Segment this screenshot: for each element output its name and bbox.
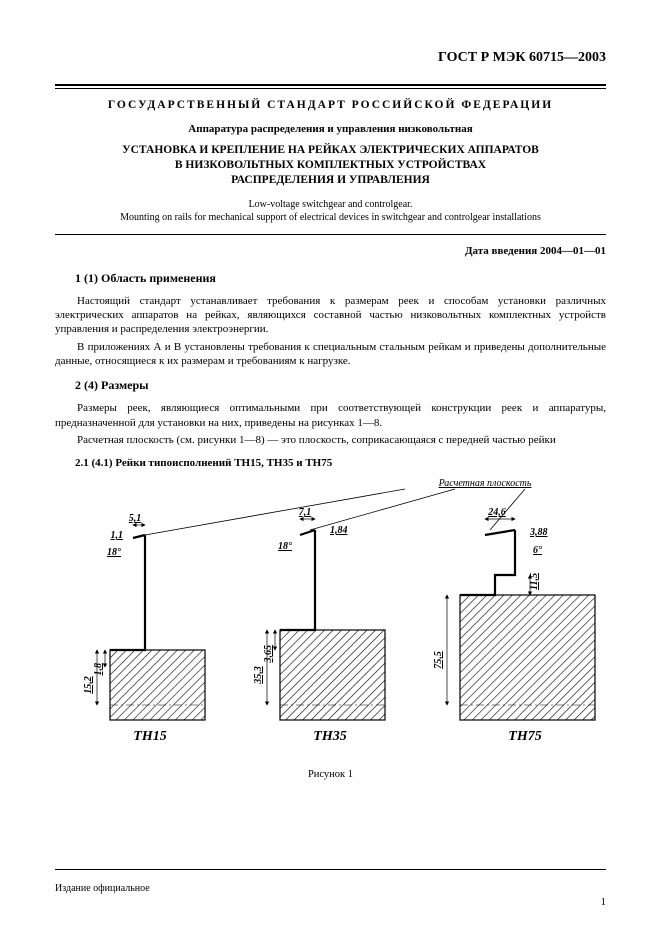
dim-th15-height: 15,2 <box>83 676 94 694</box>
dim-th75-lip: 3,88 <box>529 527 548 538</box>
rule-top-thick <box>55 84 606 86</box>
page-number: 1 <box>601 896 607 908</box>
section-2-heading: 2 (4) Размеры <box>75 378 606 393</box>
dim-th15-angle: 18° <box>107 547 121 558</box>
section-1-p1: Настоящий стандарт устанавливает требова… <box>55 294 606 337</box>
rail-th15: 5,1 1,1 18° 15,2 1,8 ТН15 <box>83 513 205 744</box>
en-title-line: Low-voltage switchgear and controlgear. <box>249 199 413 210</box>
dim-th35-lip: 1,84 <box>330 525 348 536</box>
standard-header: ГОСУДАРСТВЕННЫЙ СТАНДАРТ РОССИЙСКОЙ ФЕДЕ… <box>55 99 606 111</box>
figure-1-caption: Рисунок 1 <box>55 769 606 780</box>
section-1-p2: В приложениях А и В установлены требован… <box>55 340 606 369</box>
main-title-line: РАСПРЕДЕЛЕНИЯ И УПРАВЛЕНИЯ <box>231 174 430 186</box>
dim-th15-top: 5,1 <box>129 513 142 524</box>
dim-th75-angle: 6° <box>533 545 542 556</box>
dim-th15-flange: 1,8 <box>93 663 104 676</box>
subheader: Аппаратура распределения и управления ни… <box>55 123 606 135</box>
document-id: ГОСТ Р МЭК 60715—2003 <box>55 50 606 66</box>
footer-edition: Издание официальное <box>55 883 150 894</box>
rule-top-thin <box>55 88 606 89</box>
main-title-line: УСТАНОВКА И КРЕПЛЕНИЕ НА РЕЙКАХ ЭЛЕКТРИЧ… <box>122 144 539 156</box>
en-title-line: Mounting on rails for mechanical support… <box>120 212 541 223</box>
rail-th75: 24,6 3,88 6° 75,5 11,5 ТН75 <box>433 507 595 744</box>
dim-th15-lip: 1,1 <box>111 530 124 541</box>
dim-th75-flange: 11,5 <box>529 573 540 590</box>
rule-footer <box>55 869 606 870</box>
rail-label-th15: ТН15 <box>133 729 166 744</box>
section-1-heading: 1 (1) Область применения <box>75 271 606 286</box>
rail-label-th75: ТН75 <box>508 729 541 744</box>
section-2-1-heading: 2.1 (4.1) Рейки типоисполнений ТН15, ТН3… <box>75 457 606 469</box>
dim-th35-height: 35,3 <box>253 666 264 685</box>
rail-th35: 7,1 1,84 18° 35,3 3,65 ТН35 <box>253 507 385 744</box>
main-title: УСТАНОВКА И КРЕПЛЕНИЕ НА РЕЙКАХ ЭЛЕКТРИЧ… <box>55 143 606 188</box>
effective-date: Дата введения 2004—01—01 <box>55 245 606 257</box>
rail-label-th35: ТН35 <box>313 729 346 744</box>
rule-mid <box>55 234 606 235</box>
main-title-line: В НИЗКОВОЛЬТНЫХ КОМПЛЕКТНЫХ УСТРОЙСТВАХ <box>175 159 486 171</box>
dim-th75-height: 75,5 <box>433 651 444 669</box>
dim-th35-top: 7,1 <box>299 507 312 518</box>
dim-th35-flange: 3,65 <box>263 645 274 664</box>
section-2-p2: Расчетная плоскость (см. рисунки 1—8) — … <box>55 433 606 447</box>
dim-th75-top: 24,6 <box>487 507 506 518</box>
plane-label: Расчетная плоскость <box>438 478 532 489</box>
figure-1: Расчетная плоскость 5,1 1,1 18° <box>55 475 606 765</box>
section-2-p1: Размеры реек, являющиеся оптимальными пр… <box>55 401 606 430</box>
english-title: Low-voltage switchgear and controlgear. … <box>55 198 606 224</box>
dim-th35-angle: 18° <box>278 541 292 552</box>
